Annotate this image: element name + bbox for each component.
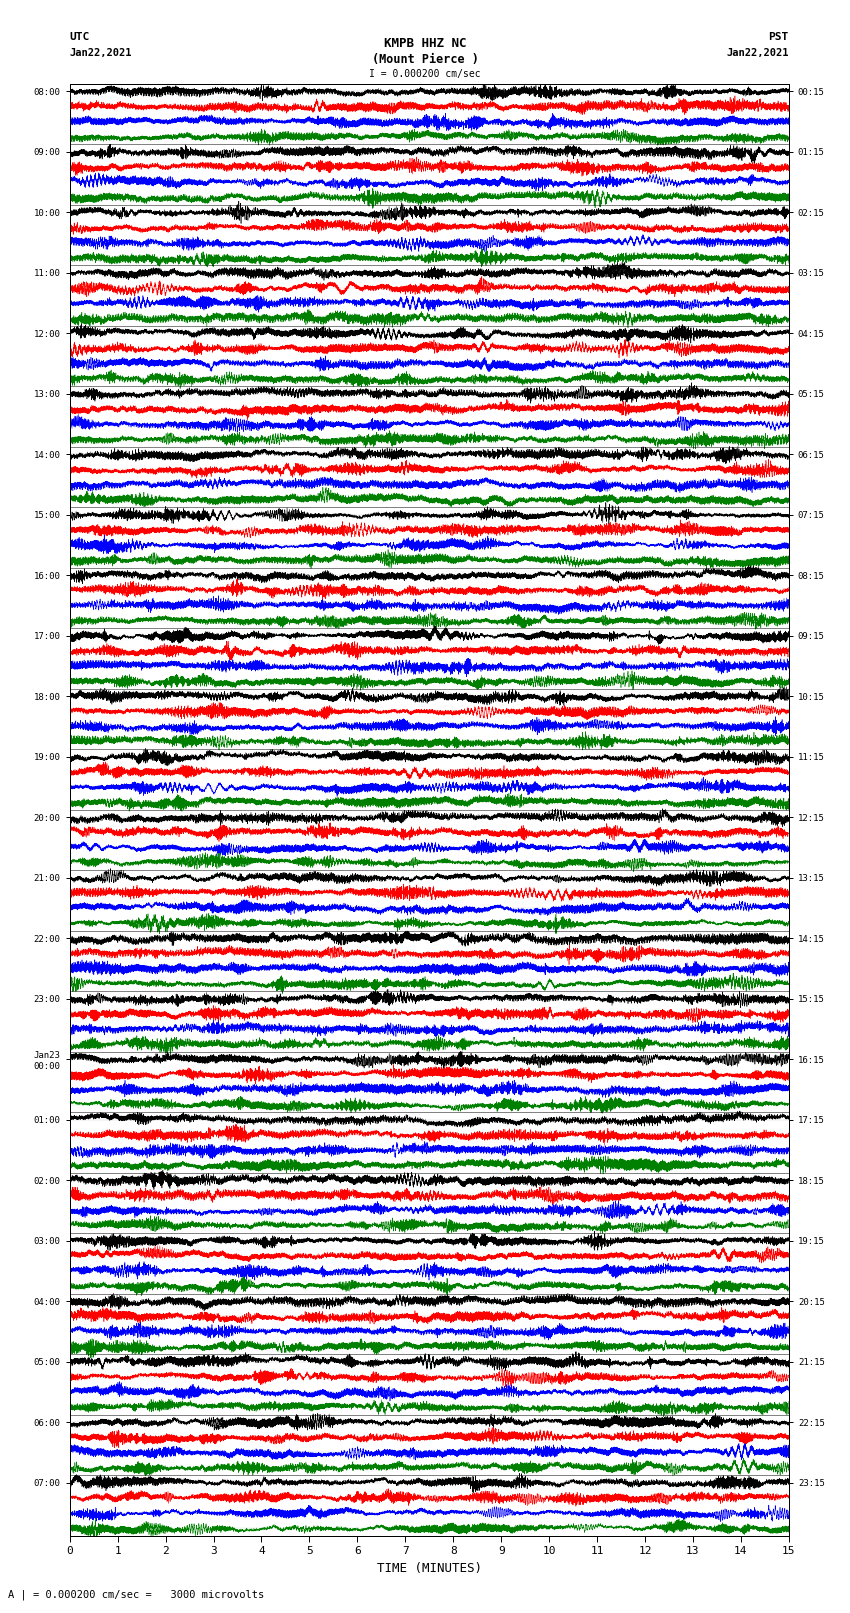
Text: Jan22,2021: Jan22,2021: [726, 48, 789, 58]
Text: Jan22,2021: Jan22,2021: [70, 48, 133, 58]
Text: KMPB HHZ NC: KMPB HHZ NC: [383, 37, 467, 50]
X-axis label: TIME (MINUTES): TIME (MINUTES): [377, 1561, 482, 1574]
Text: A | = 0.000200 cm/sec =   3000 microvolts: A | = 0.000200 cm/sec = 3000 microvolts: [8, 1589, 264, 1600]
Text: PST: PST: [768, 32, 789, 42]
Text: (Mount Pierce ): (Mount Pierce ): [371, 53, 479, 66]
Text: I = 0.000200 cm/sec: I = 0.000200 cm/sec: [369, 69, 481, 79]
Text: UTC: UTC: [70, 32, 90, 42]
